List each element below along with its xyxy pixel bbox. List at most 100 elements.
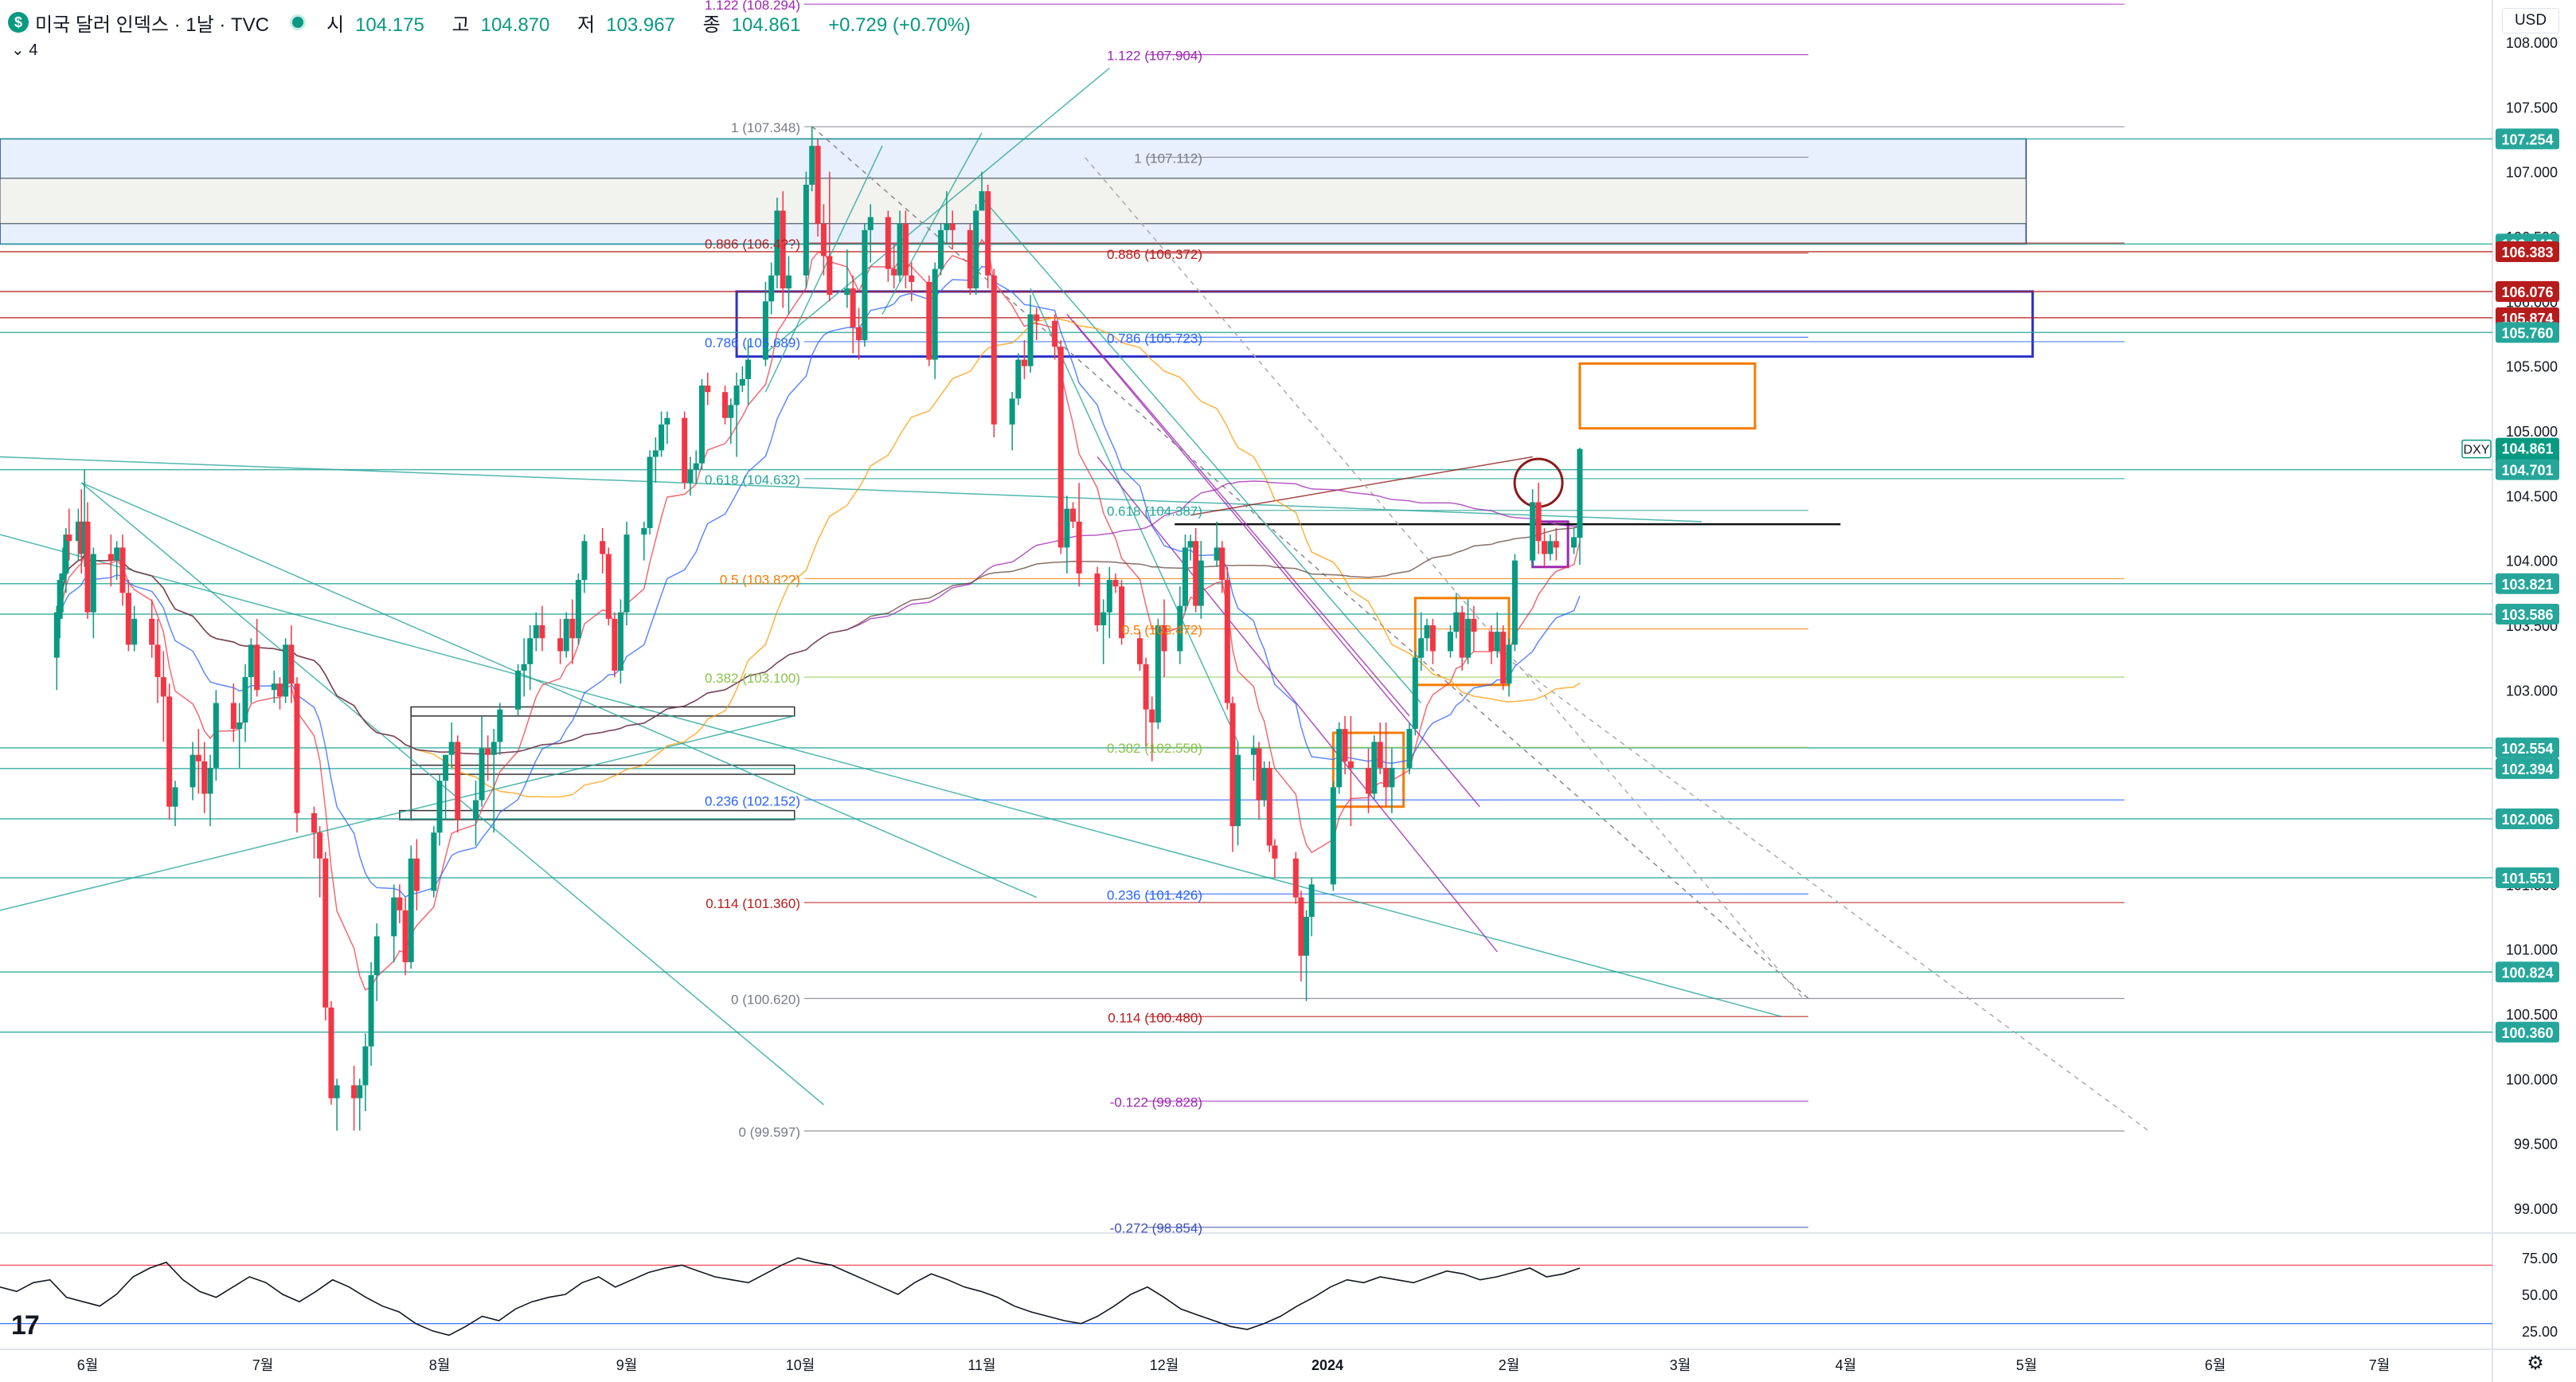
- time-tick-label: 11월: [967, 1357, 995, 1373]
- candle-body: [1272, 845, 1278, 859]
- candle-body: [84, 521, 91, 613]
- symbol-title[interactable]: 미국 달러 인덱스 · 1날 · TVC: [35, 14, 269, 36]
- time-tick-label: 9월: [616, 1357, 638, 1373]
- candle-body: [334, 1085, 340, 1098]
- candle-body: [1577, 448, 1583, 538]
- fib-label: 0.382 (102.558): [1107, 741, 1202, 756]
- candle-body: [357, 1085, 363, 1098]
- price-tick-label: 105.000: [2506, 424, 2558, 440]
- price-badge: [2496, 758, 2559, 779]
- candle-body: [1057, 346, 1064, 548]
- trend-line: [1190, 456, 1533, 516]
- candle-body: [515, 670, 522, 710]
- price-badge-text: 104.701: [2501, 463, 2553, 479]
- candle-body: [1182, 547, 1188, 606]
- candle-body: [172, 787, 178, 807]
- candle-body: [114, 547, 120, 561]
- price-badge-text: 102.554: [2501, 741, 2553, 757]
- price-tick-label: 104.000: [2506, 554, 2558, 570]
- candle-body: [90, 554, 96, 613]
- candle-body: [351, 1085, 358, 1098]
- trend-line: [0, 456, 1702, 523]
- candle-body: [1383, 767, 1390, 788]
- candle-body: [944, 223, 950, 230]
- settings-gear-icon[interactable]: ⚙: [2527, 1353, 2544, 1374]
- candle-body: [1371, 742, 1378, 794]
- time-axis[interactable]: 6월 7월 8월 9월 10월 11월 12월 2024 2월 3월 4월 5월 6월 7월: [77, 1357, 2390, 1373]
- moving-average-line: [56, 525, 1581, 755]
- candle-body: [1308, 884, 1315, 917]
- price-badge: [2496, 241, 2559, 263]
- candle-body: [431, 832, 437, 891]
- symbol-badge: [2461, 439, 2492, 459]
- candle-body: [844, 288, 850, 296]
- candle-body: [909, 275, 915, 282]
- time-tick-label: 7월: [252, 1357, 274, 1373]
- price-tick-label: 99.000: [2514, 1201, 2558, 1217]
- candle-body: [311, 812, 317, 833]
- candle-body: [408, 858, 414, 962]
- currency-button[interactable]: USD: [2502, 8, 2559, 33]
- candle-body: [1136, 638, 1143, 664]
- candle-body: [1330, 787, 1336, 885]
- time-tick-label: 4월: [1835, 1357, 1857, 1373]
- time-tick-label: 6월: [2205, 1357, 2226, 1373]
- candle-body: [682, 417, 688, 484]
- rsi-tick-label: 75.00: [2522, 1251, 2558, 1267]
- candle-body: [1161, 625, 1167, 652]
- candle-body: [190, 754, 196, 788]
- candle-body: [1459, 612, 1465, 658]
- candle-body: [1198, 560, 1204, 606]
- rsi-pane: 75.00 50.00 25.00: [0, 1251, 2558, 1340]
- fib-label: 1 (107.112): [1134, 151, 1202, 166]
- indicators-toggle[interactable]: ⌄ 4: [11, 41, 38, 59]
- fib-label: 0.618 (104.387): [1107, 504, 1202, 519]
- market-status-icon: [289, 14, 306, 30]
- candle-body: [1034, 314, 1040, 321]
- last-price-text: 104.861: [2501, 441, 2553, 457]
- rsi-line: [0, 1257, 1581, 1337]
- candle-body: [485, 748, 491, 755]
- candle-body: [248, 644, 254, 678]
- candle-body: [641, 528, 647, 535]
- candle-body: [762, 301, 768, 360]
- price-axis[interactable]: 99.00099.500100.000100.500101.000101.500…: [2461, 35, 2559, 1217]
- price-badge: [2496, 573, 2559, 594]
- candle-body: [1052, 320, 1058, 347]
- candles[interactable]: [53, 126, 1583, 1131]
- candle-body: [693, 463, 699, 470]
- fib-label: 0.786 (105.723): [1107, 331, 1202, 346]
- candle-body: [856, 327, 862, 341]
- candle-body: [949, 223, 956, 230]
- supply-zone-inner: [0, 178, 2027, 225]
- candle-body: [1214, 547, 1220, 561]
- candle-body: [1119, 586, 1125, 639]
- candle-body: [213, 703, 219, 768]
- candle-body: [1424, 625, 1430, 639]
- candle-body: [472, 800, 479, 820]
- ohlc-values: 시 104.175 고 104.870 저 103.967 종 104.861 +0.7…: [326, 14, 971, 36]
- fib-label: 0.236 (102.152): [705, 793, 800, 808]
- candle-body: [1193, 541, 1199, 606]
- fib-label: 0.5 (103.8??): [720, 572, 800, 587]
- candle-body: [1112, 580, 1119, 587]
- fib-label: 0.114 (101.360): [706, 896, 800, 911]
- candle-body: [119, 547, 126, 593]
- candle-body: [569, 618, 576, 639]
- candle-body: [768, 275, 775, 302]
- fib-label: 1.122 (108.294): [705, 0, 800, 13]
- candle-body: [1336, 729, 1343, 788]
- candle-body: [125, 593, 131, 645]
- price-tick-label: 105.500: [2506, 359, 2558, 375]
- candle-body: [1009, 398, 1015, 425]
- candle-body: [1021, 359, 1027, 366]
- moving-average-line: [56, 238, 1581, 991]
- candle-body: [1453, 612, 1460, 632]
- rsi-tick-label: 50.00: [2522, 1287, 2558, 1303]
- candle-body: [1261, 767, 1268, 801]
- price-badge-text: 103.821: [2501, 577, 2553, 593]
- candle-body: [1547, 541, 1554, 554]
- candle-body: [698, 386, 705, 464]
